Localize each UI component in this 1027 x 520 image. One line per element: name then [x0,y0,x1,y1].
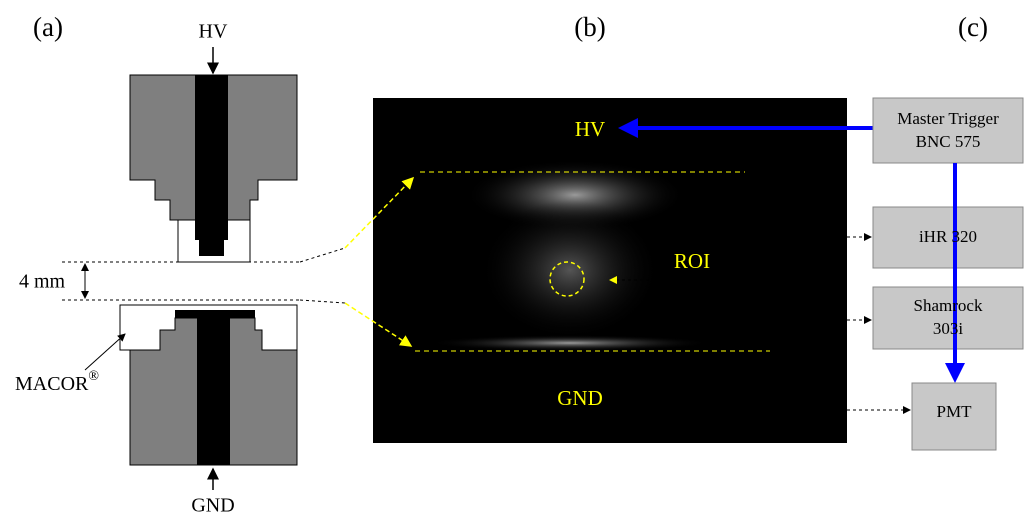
panel-label: (c) [958,12,988,42]
diagram: (a) HV 4 mm MACOR® GND (b) HV ROI [0,0,1027,520]
hv-label: HV [575,117,605,141]
box-text: BNC 575 [916,132,981,151]
panel-b: (b) HV ROI GND [345,12,847,443]
box-text: PMT [937,402,973,421]
macor-label: MACOR® [15,369,99,394]
rod [195,75,228,256]
panel-label: (a) [33,12,63,42]
box [873,98,1023,163]
registered: ® [88,369,99,384]
glow [480,200,660,340]
box-text: 303i [933,319,964,338]
dashed-line [300,248,345,262]
gnd-label: GND [191,495,234,517]
panel-label: (b) [574,12,605,42]
hv-label: HV [199,21,228,43]
box-text: Shamrock [914,296,983,315]
macor: MACOR [15,373,89,395]
glow [430,335,710,351]
panel-a: (a) HV 4 mm MACOR® GND [15,12,345,516]
roi-label: ROI [674,249,710,273]
dashed-line [300,300,345,303]
gnd-label: GND [557,386,603,410]
gap-label: 4 mm [19,271,66,293]
arrow [85,334,125,370]
box-text: Master Trigger [897,109,999,128]
box-text: iHR 320 [919,227,977,246]
